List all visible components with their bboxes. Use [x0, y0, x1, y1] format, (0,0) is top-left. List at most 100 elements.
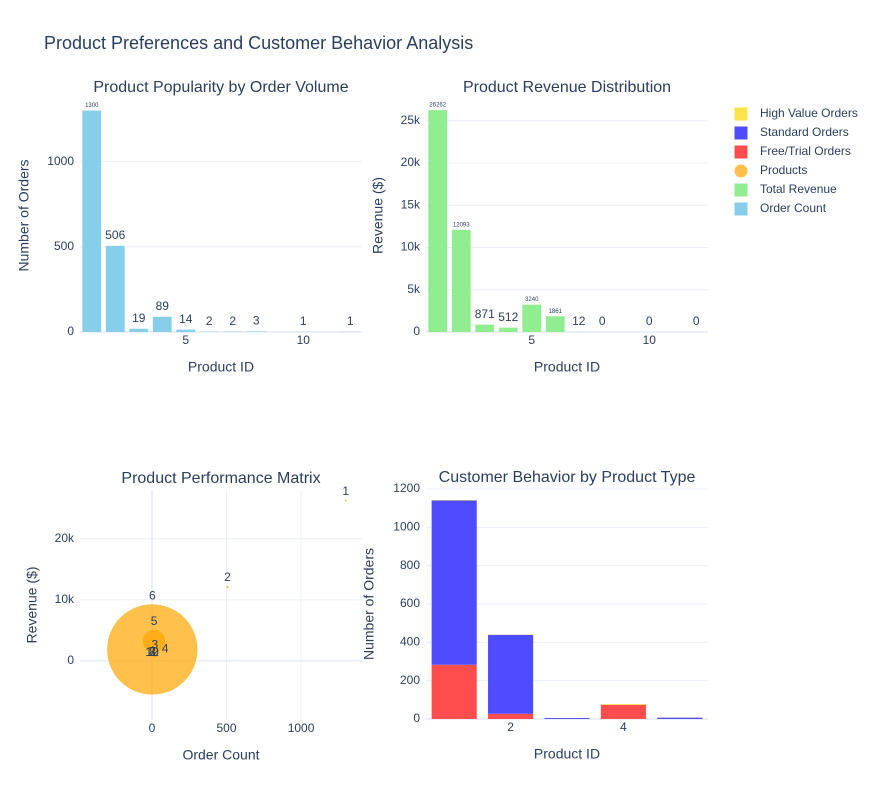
value-label: 2: [206, 314, 213, 328]
bar: [428, 110, 448, 332]
bar: [600, 704, 646, 705]
y-tick-label: 400: [400, 635, 420, 649]
y-tick-label: 15k: [401, 197, 421, 211]
bar: [451, 229, 471, 332]
x-tick-label: 0: [149, 721, 156, 735]
y-tick-label: 200: [400, 673, 420, 687]
x-axis-title: Product ID: [534, 359, 600, 375]
value-label: 26262: [429, 103, 446, 109]
x-tick-label: 2: [507, 720, 514, 734]
bubble: [344, 499, 347, 502]
bar: [82, 110, 102, 332]
x-tick-label: 10: [643, 333, 657, 347]
y-tick-label: 800: [400, 558, 420, 572]
x-tick-label: 5: [528, 333, 535, 347]
y-tick-label: 20k: [55, 531, 75, 545]
point-label: 10: [145, 645, 159, 659]
y-tick-label: 5k: [407, 282, 421, 296]
x-axis-title: Order Count: [182, 747, 259, 763]
value-label: 19: [132, 311, 146, 325]
value-label: 3240: [525, 297, 539, 303]
value-label: 512: [498, 310, 518, 324]
y-tick-label: 0: [413, 711, 420, 725]
value-label: 14: [179, 312, 193, 326]
y-tick-label: 1000: [393, 520, 420, 534]
legend-label[interactable]: High Value Orders: [760, 106, 858, 120]
figure-title: Product Preferences and Customer Behavio…: [44, 33, 473, 53]
x-tick-label: 4: [620, 720, 627, 734]
value-label: 89: [156, 299, 170, 313]
legend-symbol[interactable]: [734, 183, 748, 197]
y-tick-label: 0: [413, 324, 420, 338]
point-label: 1: [342, 484, 349, 498]
subplot-title: Product Revenue Distribution: [463, 79, 671, 96]
x-tick-label: 5: [182, 333, 189, 347]
x-axis-title: Product ID: [188, 359, 254, 375]
y-axis-title: Number of Orders: [361, 548, 377, 660]
y-tick-label: 500: [54, 239, 74, 253]
value-label: 3: [253, 314, 260, 328]
legend-label[interactable]: Standard Orders: [760, 125, 849, 139]
bar: [600, 704, 646, 719]
y-axis-title: Number of Orders: [16, 159, 32, 271]
bar: [431, 500, 477, 665]
legend-symbol[interactable]: [734, 164, 748, 178]
y-tick-label: 10k: [55, 592, 75, 606]
value-label: 0: [693, 314, 700, 328]
legend-label[interactable]: Total Revenue: [760, 182, 837, 196]
y-tick-label: 1200: [393, 481, 420, 495]
x-tick-label: 500: [216, 721, 236, 735]
bar: [657, 717, 703, 719]
value-label: 12093: [453, 222, 470, 228]
value-label: 0: [599, 314, 606, 328]
legend-symbol[interactable]: [734, 126, 748, 140]
subplot-title: Product Performance Matrix: [121, 470, 320, 487]
point-label: 7: [149, 645, 156, 659]
legend-symbol[interactable]: [734, 202, 748, 216]
y-tick-label: 20k: [401, 155, 421, 169]
y-tick-label: 1000: [47, 154, 74, 168]
legend-symbol[interactable]: [734, 145, 748, 159]
y-axis-title: Revenue ($): [24, 566, 40, 643]
point-label: 8: [149, 645, 156, 659]
value-label: 1: [347, 314, 354, 328]
bar: [488, 634, 534, 714]
bubble: [151, 660, 153, 662]
y-axis-title: Revenue ($): [370, 177, 386, 254]
bar: [105, 245, 125, 332]
bar: [246, 331, 266, 332]
bar: [488, 713, 534, 719]
point-label: 2: [224, 570, 231, 584]
bar: [522, 304, 542, 332]
subplot-title: Product Popularity by Order Volume: [93, 79, 348, 96]
value-label: 1: [300, 314, 307, 328]
point-label: 12: [145, 645, 159, 659]
subplot-title: Customer Behavior by Product Type: [439, 469, 696, 486]
value-label: 12: [572, 314, 586, 328]
x-tick-label: 1000: [288, 721, 315, 735]
y-tick-label: 0: [67, 324, 74, 338]
bar: [152, 316, 172, 332]
legend-label[interactable]: Products: [760, 163, 807, 177]
bar: [498, 327, 518, 332]
point-label: 4: [162, 642, 169, 656]
bar: [431, 664, 477, 719]
legend-label[interactable]: Free/Trial Orders: [760, 144, 851, 158]
y-tick-label: 25k: [401, 113, 421, 127]
legend-symbol[interactable]: [734, 107, 748, 121]
bar: [544, 718, 590, 719]
legend-label[interactable]: Order Count: [760, 201, 827, 215]
point-label: 3: [151, 637, 158, 651]
x-tick-label: 10: [297, 333, 311, 347]
y-tick-label: 10k: [401, 240, 421, 254]
value-label: 0: [646, 314, 653, 328]
y-tick-label: 600: [400, 596, 420, 610]
bar: [129, 328, 149, 332]
bar: [176, 329, 196, 332]
bar: [475, 324, 495, 332]
bar: [545, 316, 565, 332]
x-axis-title: Product ID: [534, 746, 600, 762]
value-label: 1300: [85, 103, 99, 109]
point-label: 5: [151, 614, 158, 628]
